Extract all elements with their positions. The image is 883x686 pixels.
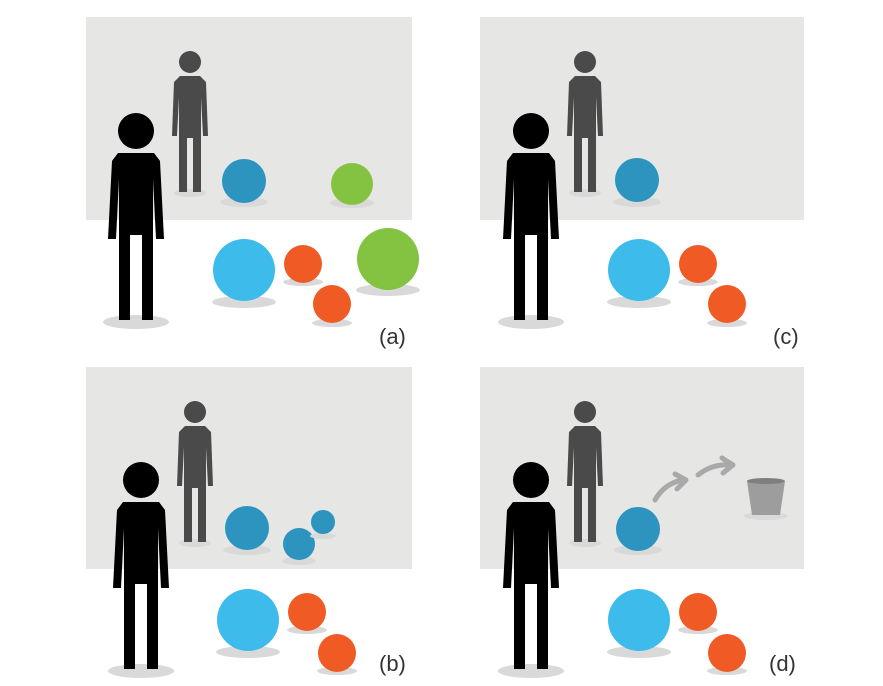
trash-bin-icon [744,478,788,520]
ball-green-large [357,228,419,290]
ball-green-small [331,163,373,205]
panel-label-a: (a) [379,324,406,349]
panel-label-c: (c) [773,324,799,349]
panel-c: (c) [480,17,804,349]
ball-dark-blue-medium [283,528,315,560]
ball-orange-1 [679,593,717,631]
arrow-icon [652,455,736,503]
ball-dark-blue [222,159,266,203]
ball-light-blue [217,589,279,651]
panel-a: (a) [86,17,420,349]
ball-orange-2 [313,285,351,323]
ball-dark-blue [616,507,660,551]
ball-light-blue [608,589,670,651]
ball-orange-1 [284,245,322,283]
ball-light-blue [608,239,670,301]
ball-dark-blue [225,506,269,550]
panel-d: (d) [480,367,804,678]
ball-orange-1 [288,593,326,631]
panel-b: (b) [86,367,412,678]
ball-orange-2 [708,285,746,323]
ball-dark-blue-small [311,510,335,534]
ball-dark-blue [615,158,659,202]
ball-orange-1 [679,245,717,283]
ball-orange-2 [708,634,746,672]
panel-label-b: (b) [379,651,406,676]
panel-label-d: (d) [769,651,796,676]
ball-orange-2 [318,634,356,672]
ball-light-blue [213,239,275,301]
